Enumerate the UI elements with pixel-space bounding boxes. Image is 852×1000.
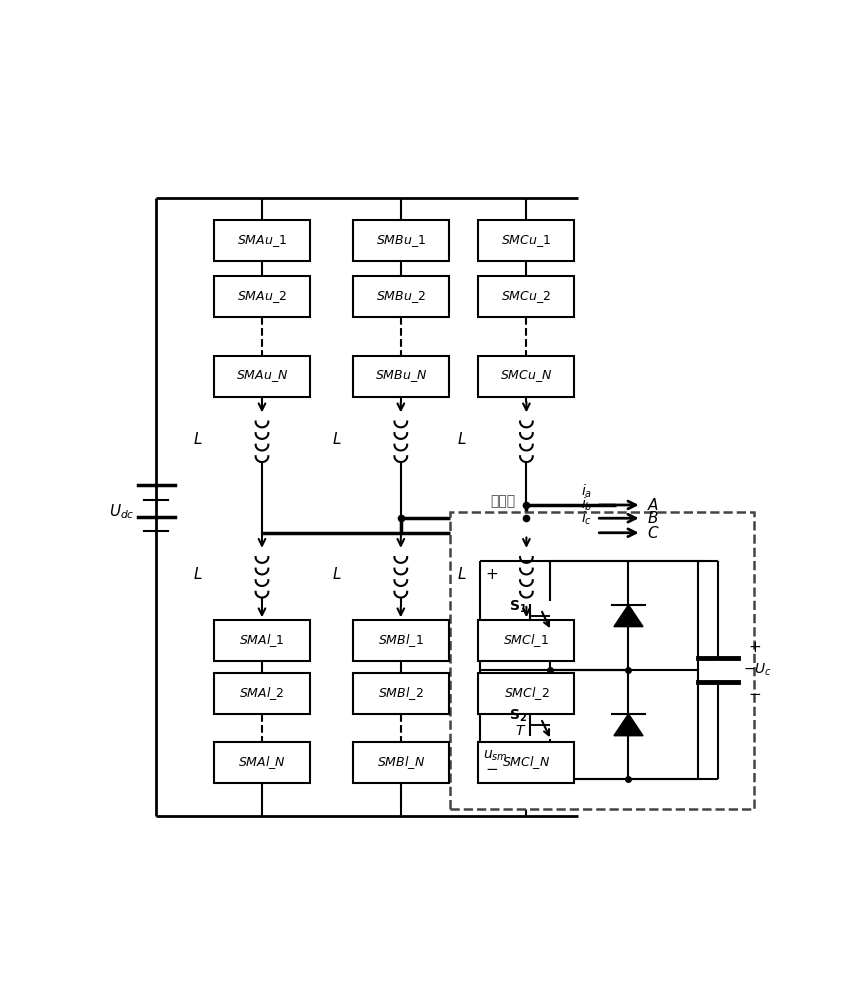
Bar <box>214 620 309 661</box>
Bar <box>353 276 448 317</box>
Text: $\it{SMBu\_2}$: $\it{SMBu\_2}$ <box>376 289 425 305</box>
Text: $L$: $L$ <box>457 566 466 582</box>
Text: $\it{SMCl\_N}$: $\it{SMCl\_N}$ <box>502 754 550 771</box>
Text: $\it{SMAl\_1}$: $\it{SMAl\_1}$ <box>239 632 285 649</box>
Text: $\it{SMCu\_2}$: $\it{SMCu\_2}$ <box>501 289 551 305</box>
Text: $\it{SMCl\_1}$: $\it{SMCl\_1}$ <box>503 632 549 649</box>
Text: $T$: $T$ <box>514 724 526 738</box>
Text: $\it{SMBu\_N}$: $\it{SMBu\_N}$ <box>374 368 427 384</box>
Text: $u_{sm}$: $u_{sm}$ <box>483 749 508 763</box>
Bar <box>478 673 573 714</box>
Bar <box>353 356 448 397</box>
Bar <box>478 356 573 397</box>
Text: $L$: $L$ <box>331 566 341 582</box>
Text: $L$: $L$ <box>193 566 202 582</box>
Bar <box>450 512 754 809</box>
Polygon shape <box>613 605 642 627</box>
Bar <box>353 620 448 661</box>
Text: $L$: $L$ <box>193 431 202 447</box>
Text: $\it{SMBl\_1}$: $\it{SMBl\_1}$ <box>377 632 423 649</box>
Text: $L$: $L$ <box>457 431 466 447</box>
Text: $U_{dc}$: $U_{dc}$ <box>109 502 135 521</box>
Bar <box>214 220 309 261</box>
Text: $\mathbf{S_2}$: $\mathbf{S_2}$ <box>509 708 527 724</box>
Text: $\it{SMAl\_N}$: $\it{SMAl\_N}$ <box>238 754 285 771</box>
Text: $\it{SMAu\_1}$: $\it{SMAu\_1}$ <box>237 233 287 249</box>
Text: $\it{SMCl\_2}$: $\it{SMCl\_2}$ <box>503 685 549 702</box>
Bar <box>353 742 448 783</box>
Text: $i_{b}$: $i_{b}$ <box>580 496 592 513</box>
Text: $\it{SMBl\_2}$: $\it{SMBl\_2}$ <box>377 685 423 702</box>
Text: $+$: $+$ <box>747 640 760 655</box>
Bar <box>353 220 448 261</box>
Text: $\it{SMAu\_2}$: $\it{SMAu\_2}$ <box>237 289 286 305</box>
Text: $\it{SMCu\_N}$: $\it{SMCu\_N}$ <box>499 368 552 384</box>
Text: $-$: $-$ <box>485 760 498 775</box>
Bar <box>478 276 573 317</box>
Bar <box>214 276 309 317</box>
Bar <box>353 673 448 714</box>
Text: $\mathbf{S_1}$: $\mathbf{S_1}$ <box>509 599 527 615</box>
Bar <box>478 220 573 261</box>
Bar <box>214 673 309 714</box>
Text: 子模块: 子模块 <box>489 494 515 508</box>
Text: $\it{SMAu\_N}$: $\it{SMAu\_N}$ <box>235 368 288 384</box>
Text: $i_{a}$: $i_{a}$ <box>581 482 592 500</box>
Text: $L$: $L$ <box>331 431 341 447</box>
Text: $\it{SMBu\_1}$: $\it{SMBu\_1}$ <box>375 233 425 249</box>
Bar <box>214 742 309 783</box>
Text: $i_{c}$: $i_{c}$ <box>581 510 592 527</box>
Polygon shape <box>613 714 642 736</box>
Text: $\it{SMBl\_N}$: $\it{SMBl\_N}$ <box>377 754 424 771</box>
Text: $B$: $B$ <box>647 510 658 526</box>
Text: $\it{SMCu\_1}$: $\it{SMCu\_1}$ <box>501 233 551 249</box>
Text: $\it{SMAl\_2}$: $\it{SMAl\_2}$ <box>239 685 285 702</box>
Text: $A$: $A$ <box>647 497 659 513</box>
Text: $+$: $+$ <box>485 567 498 582</box>
Text: $-U_c$: $-U_c$ <box>742 662 771 678</box>
Text: $C$: $C$ <box>647 525 659 541</box>
Bar <box>214 356 309 397</box>
Bar <box>478 620 573 661</box>
Bar <box>478 742 573 783</box>
Text: $-$: $-$ <box>747 685 760 700</box>
